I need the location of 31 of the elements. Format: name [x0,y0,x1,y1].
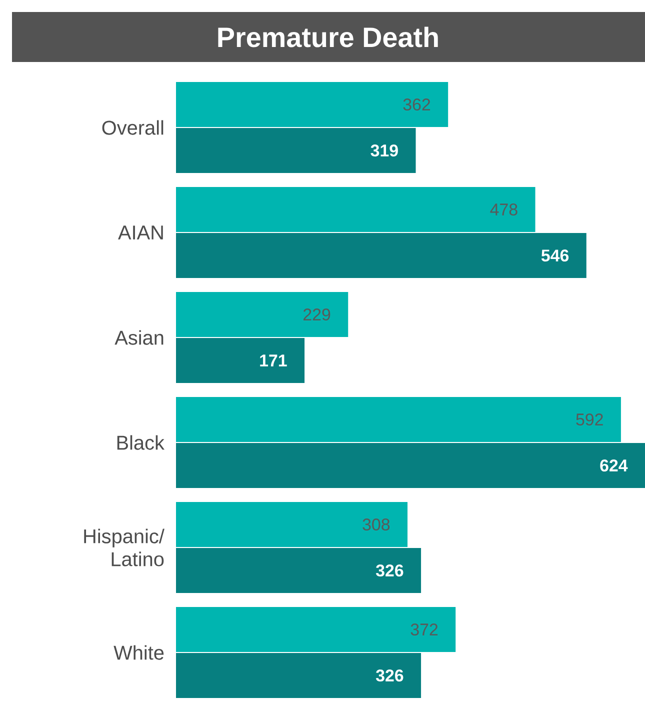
data-label: 171 [260,354,287,366]
bar [176,233,586,278]
data-label: 624 [600,460,628,472]
y-tick-label: Asian [114,330,164,345]
bar [176,443,645,488]
data-label: 546 [541,250,569,262]
y-tick-label: Overall [102,120,164,135]
data-label: 478 [490,204,518,216]
y-tick-label: Hispanic/ Latino [84,528,164,566]
bar [176,502,408,548]
bar [176,292,348,338]
data-label: 326 [376,670,404,682]
bar [176,82,448,128]
bar [176,397,621,442]
bar [176,128,416,174]
bar [176,187,536,232]
data-label: 592 [576,414,603,426]
bar [176,653,422,698]
data-label: 229 [304,308,330,321]
y-tick-label: AIAN [118,226,163,240]
chart-title: Premature Death [218,26,438,48]
data-label: 319 [370,144,398,157]
data-label: 372 [410,624,438,636]
data-label: 308 [362,518,390,531]
bar [176,548,422,594]
bar [176,338,305,384]
data-label: 362 [403,98,430,111]
y-tick-label: White [114,645,164,660]
bar [176,607,456,652]
y-tick-label: Black [117,435,164,450]
data-label: 326 [376,564,404,577]
